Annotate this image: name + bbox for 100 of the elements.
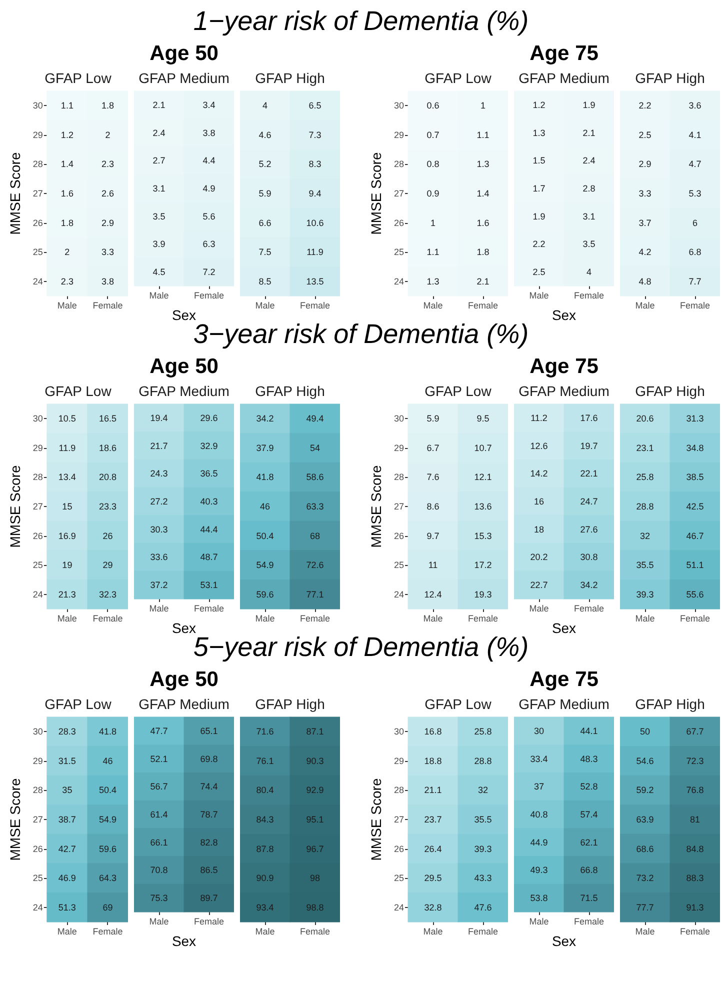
y-tick-label: 28 (394, 785, 404, 796)
data-label: 6.5 (308, 100, 322, 111)
data-label: 4.1 (688, 130, 702, 140)
data-label: 61.4 (150, 810, 168, 820)
data-label: 41.8 (256, 472, 274, 482)
data-label: 2.1 (152, 100, 166, 110)
data-label: 13.5 (306, 276, 324, 286)
data-label: 20.6 (636, 414, 654, 424)
data-label: 27.2 (150, 496, 168, 506)
data-label: 7.5 (258, 247, 272, 258)
data-label: 4.5 (152, 267, 166, 278)
data-label: 1.3 (476, 159, 490, 170)
y-tick-label: 28 (394, 159, 404, 170)
x-tick-label: Female (680, 300, 710, 310)
data-label: 0.6 (426, 100, 440, 111)
chart-title: GFAP High (634, 382, 706, 400)
data-label: 24.7 (580, 496, 598, 506)
data-label: 76.8 (686, 785, 704, 796)
x-tick-label: Male (57, 614, 77, 624)
data-label: 11.2 (530, 412, 548, 423)
data-label: 11 (428, 560, 438, 570)
data-label: 25.8 (636, 472, 654, 482)
x-tick-label: Male (423, 926, 443, 936)
y-tick-label: 30 (32, 414, 43, 424)
x-tick-label: Male (529, 290, 549, 300)
data-label: 33.4 (530, 754, 548, 764)
data-label: 96.7 (306, 844, 324, 854)
text: Age 50 (148, 355, 220, 379)
data-label: 5.2 (258, 159, 272, 170)
data-label: 72.6 (306, 560, 324, 570)
data-label: 33.6 (150, 552, 168, 562)
y-tick-label: 28 (32, 472, 43, 482)
data-label: 12.4 (424, 589, 442, 600)
data-label: 2.9 (638, 159, 652, 170)
text: Age 50 (148, 42, 220, 66)
x-tick-label: Male (529, 916, 549, 926)
data-label: 1 (430, 218, 436, 228)
data-label: 55.6 (686, 589, 704, 600)
y-tick-label: 26 (394, 844, 404, 854)
y-tick-label: 25 (32, 247, 43, 258)
x-tick-label: Female (574, 916, 604, 926)
y-tick-label: 29 (32, 756, 43, 766)
data-label: 3.5 (582, 239, 596, 250)
y-tick-label: 25 (394, 873, 404, 884)
y-tick-label: 29 (394, 442, 404, 453)
data-label: 76.1 (256, 756, 274, 766)
text: 1−year risk of Dementia (%) (192, 6, 530, 37)
data-label: 0.7 (426, 130, 440, 140)
y-tick-label: 28 (32, 785, 43, 796)
data-label: 49.3 (530, 865, 548, 876)
data-label: 2.4 (582, 156, 596, 166)
y-tick-label: 27 (394, 188, 404, 198)
data-label: 46 (102, 756, 113, 766)
y-tick-label: 26 (32, 530, 43, 541)
data-label: 63.3 (306, 502, 324, 512)
data-label: 4 (586, 267, 592, 278)
data-label: 89.7 (200, 893, 218, 904)
data-label: 4.2 (638, 247, 652, 258)
data-label: 59.6 (98, 844, 116, 854)
data-label: 59.6 (256, 589, 274, 600)
chart-title: GFAP High (634, 695, 706, 713)
x-tick-label: Male (255, 926, 275, 936)
data-label: 34.2 (580, 580, 598, 590)
data-label: 48.7 (200, 552, 218, 562)
y-tick-label: 26 (32, 844, 43, 854)
data-label: 2.8 (582, 184, 596, 194)
data-label: 7.3 (308, 130, 322, 140)
data-label: 74.4 (200, 782, 218, 792)
data-label: 39.3 (636, 589, 654, 600)
data-label: 71.6 (256, 726, 274, 737)
data-label: 81 (690, 814, 700, 824)
data-label: 3.1 (582, 211, 596, 222)
data-label: 69.8 (200, 754, 218, 764)
x-tick-label: Female (194, 604, 224, 614)
chart-title: GFAP High (254, 695, 326, 713)
data-label: 95.1 (306, 814, 324, 824)
data-label: 57.4 (580, 810, 598, 820)
y-tick-label: 25 (32, 560, 43, 570)
data-label: 1.1 (60, 100, 74, 111)
data-label: 1.7 (532, 184, 546, 194)
data-label: 73.2 (636, 873, 654, 884)
data-label: 2 (105, 130, 110, 140)
data-label: 7.7 (688, 276, 702, 286)
data-label: 3.1 (152, 184, 166, 194)
x-tick-label: Female (300, 614, 330, 624)
data-label: 12.6 (530, 440, 548, 451)
y-tick-label: 27 (394, 502, 404, 512)
data-label: 2.5 (532, 267, 546, 278)
data-label: 4.9 (202, 184, 216, 194)
x-tick-label: Female (300, 926, 330, 936)
data-label: 65.1 (200, 726, 218, 736)
chart-title: GFAP Medium (518, 382, 610, 400)
y-axis-title: MMSE Score (368, 465, 384, 548)
data-label: 59.2 (636, 785, 654, 796)
data-label: 21.3 (58, 589, 76, 600)
data-label: 50 (640, 726, 650, 737)
data-label: 1.3 (426, 276, 440, 286)
data-label: 86.5 (200, 865, 218, 876)
data-label: 87.8 (256, 844, 274, 854)
chart-title: GFAP Medium (518, 695, 610, 713)
